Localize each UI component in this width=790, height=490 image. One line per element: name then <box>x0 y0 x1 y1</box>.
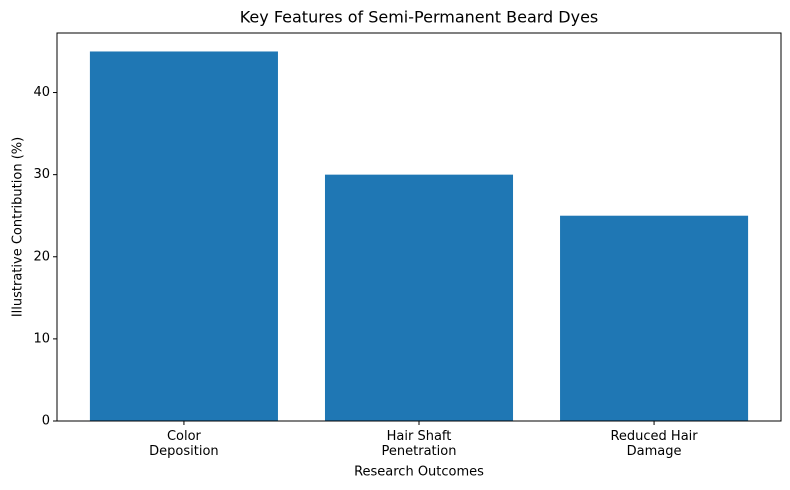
y-tick-label: 40 <box>33 85 50 100</box>
x-axis-label: Research Outcomes <box>354 465 484 480</box>
y-tick-label: 20 <box>33 249 50 264</box>
x-tick-label: Color Deposition <box>149 429 219 459</box>
bar <box>324 174 514 421</box>
chart-title: Key Features of Semi-Permanent Beard Dye… <box>240 8 599 27</box>
y-tick-label: 0 <box>42 414 50 429</box>
plot-frame <box>56 32 782 422</box>
y-tick-label: 30 <box>33 167 50 182</box>
x-tick-label: Reduced Hair Damage <box>610 429 698 459</box>
y-tick-label: 10 <box>33 331 50 346</box>
bar <box>560 215 749 421</box>
x-tick-label: Hair Shaft Penetration <box>381 429 457 459</box>
y-axis-label: Illustrative Contribution (%) <box>11 137 26 317</box>
bar <box>89 51 278 421</box>
